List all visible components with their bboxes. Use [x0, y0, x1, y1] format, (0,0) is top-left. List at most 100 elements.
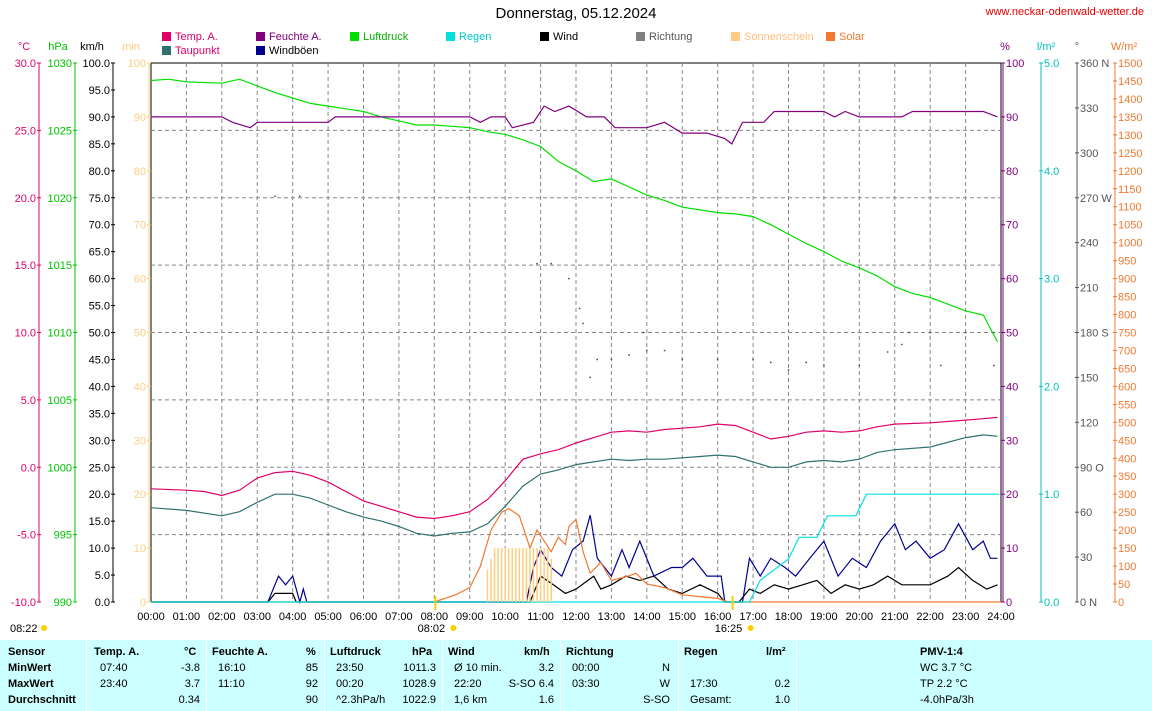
rain-tick-label: 0.0: [1044, 597, 1059, 609]
temp-tick-label: 30.0: [15, 58, 36, 70]
solar-tick-label: 650: [1118, 363, 1136, 375]
pressure-tick-label: 1005: [48, 395, 72, 407]
stats-cell-press-t: 00:20: [336, 678, 364, 690]
stats-header-press: Luftdruck: [330, 646, 381, 658]
stats-cell-temp-v: -3.8: [181, 662, 200, 674]
temp-tick-label: 5.0: [21, 395, 36, 407]
site-link[interactable]: www.neckar-odenwald-wetter.de: [985, 6, 1144, 18]
dir-tick-label: 300: [1080, 148, 1098, 160]
solar-tick-label: 1150: [1118, 184, 1142, 196]
solar-tick-label: 600: [1118, 381, 1136, 393]
legend-swatch-dewpoint: [162, 46, 171, 55]
stats-cell-hum-v: 90: [305, 694, 318, 706]
wind-tick-label: 15.0: [89, 516, 110, 528]
hum-tick-label: 80: [1006, 166, 1018, 178]
stats-cell-dir-v: W: [659, 678, 670, 690]
direction-point: [298, 195, 301, 198]
series-temp-a: [150, 416, 998, 520]
solar-tick-label: 150: [1118, 543, 1136, 555]
direction-point: [752, 358, 754, 361]
stats-header-pmv: PMV-1:4: [920, 646, 963, 658]
sun-tick-label: 30: [134, 435, 146, 447]
wind-tick-label: 75.0: [89, 193, 110, 205]
x-tick-label: 01:00: [173, 611, 201, 623]
wind-tick-label: 50.0: [89, 328, 110, 340]
stats-header-wind: Wind: [448, 646, 475, 658]
stats-cell-label: Durchschnitt: [8, 694, 76, 706]
legend-label-sunshine: Sonnenschein: [744, 31, 814, 43]
stats-table: Sensor Temp. A. °C Feuchte A. % Luftdruc…: [0, 640, 1152, 711]
x-tick-label: 06:00: [350, 611, 378, 623]
x-tick-label: 13:00: [598, 611, 626, 623]
solar-tick-label: 400: [1118, 453, 1136, 465]
legend-solar: Solar: [826, 31, 865, 43]
solar-tick-label: 0: [1118, 597, 1124, 609]
solar-tick-label: 1450: [1118, 76, 1142, 88]
pressure-tick-label: 1025: [48, 125, 72, 137]
x-tick-label: 05:00: [314, 611, 342, 623]
stats-cell-press-v: 1011.3: [403, 662, 436, 674]
direction-point: [536, 262, 538, 265]
hum-tick-label: 10: [1006, 543, 1018, 555]
solar-tick-label: 300: [1118, 489, 1136, 501]
stats-cell-press-t: ^2.3hPa/h: [336, 694, 386, 706]
hum-tick-label: 100: [1006, 58, 1024, 70]
chart-title: Donnerstag, 05.12.2024: [495, 5, 657, 22]
legend-wind: Wind: [540, 31, 578, 43]
direction-point: [610, 358, 613, 361]
stats-cell-rain-t: Gesamt:: [690, 694, 732, 706]
solar-tick-label: 50: [1118, 579, 1130, 591]
solar-tick-label: 1100: [1118, 202, 1142, 214]
direction-point: [645, 349, 648, 352]
direction-point: [787, 369, 790, 371]
pressure-unit-label: hPa: [48, 41, 68, 53]
solar-tick-label: 500: [1118, 417, 1136, 429]
temp-tick-label: -10.0: [11, 597, 36, 609]
stats-cell-wind-t: 1,6 km: [454, 694, 488, 706]
direction-point: [578, 307, 581, 310]
hum-tick-label: 40: [1006, 381, 1018, 393]
temp-tick-label: 25.0: [15, 125, 36, 137]
x-tick-label: 21:00: [881, 611, 909, 623]
stats-cell-rain-v: 1.0: [774, 694, 790, 706]
temp-tick-label: 15.0: [15, 260, 36, 272]
dir-tick-label: 30: [1080, 552, 1092, 564]
wind-tick-label: 5.0: [95, 570, 110, 582]
rain-tick-label: 3.0: [1044, 274, 1059, 286]
x-tick-label: 14:00: [633, 611, 661, 623]
solar-tick-label: 750: [1118, 328, 1136, 340]
temp-tick-label: -5.0: [17, 530, 36, 542]
direction-point: [993, 364, 995, 367]
hum-tick-label: 30: [1006, 435, 1018, 447]
direction-point: [900, 343, 903, 346]
dir-tick-label: 270 W: [1080, 193, 1112, 205]
x-tick-label: 02:00: [208, 611, 236, 623]
dir-tick-label: 150: [1080, 372, 1098, 384]
legend-gusts: Windböen: [256, 45, 319, 57]
stats-header-dir: Richtung: [566, 646, 614, 658]
stats-cell-wind-v: S-SO 6.4: [508, 678, 554, 690]
legend-swatch-pressure: [350, 32, 359, 41]
solar-unit-label: W/m²: [1111, 41, 1138, 53]
hum-tick-label: 20: [1006, 489, 1018, 501]
chart-axes: [37, 62, 1117, 603]
stats-cell-dir-t: 03:30: [572, 678, 600, 690]
dir-tick-label: 210: [1080, 283, 1098, 295]
solar-tick-label: 800: [1118, 310, 1136, 322]
direction-point: [589, 376, 592, 379]
pressure-tick-label: 1010: [48, 328, 72, 340]
solar-tick-label: 1300: [1118, 130, 1142, 142]
stats-divider: [442, 640, 443, 711]
wind-tick-label: 20.0: [89, 489, 110, 501]
stats-cell-label: MinWert: [8, 662, 52, 674]
series-taupunkt: [150, 434, 998, 537]
rain-tick-label: 4.0: [1044, 166, 1059, 178]
legend-label-solar: Solar: [839, 31, 865, 43]
pressure-tick-label: 995: [54, 530, 72, 542]
wind-tick-label: 85.0: [89, 139, 110, 151]
sun-icon: [747, 625, 754, 631]
x-tick-label: 09:00: [456, 611, 484, 623]
stats-divider: [560, 640, 561, 711]
x-tick-label: 08:00: [421, 611, 449, 623]
stats-header-temp: Temp. A.: [94, 646, 140, 658]
